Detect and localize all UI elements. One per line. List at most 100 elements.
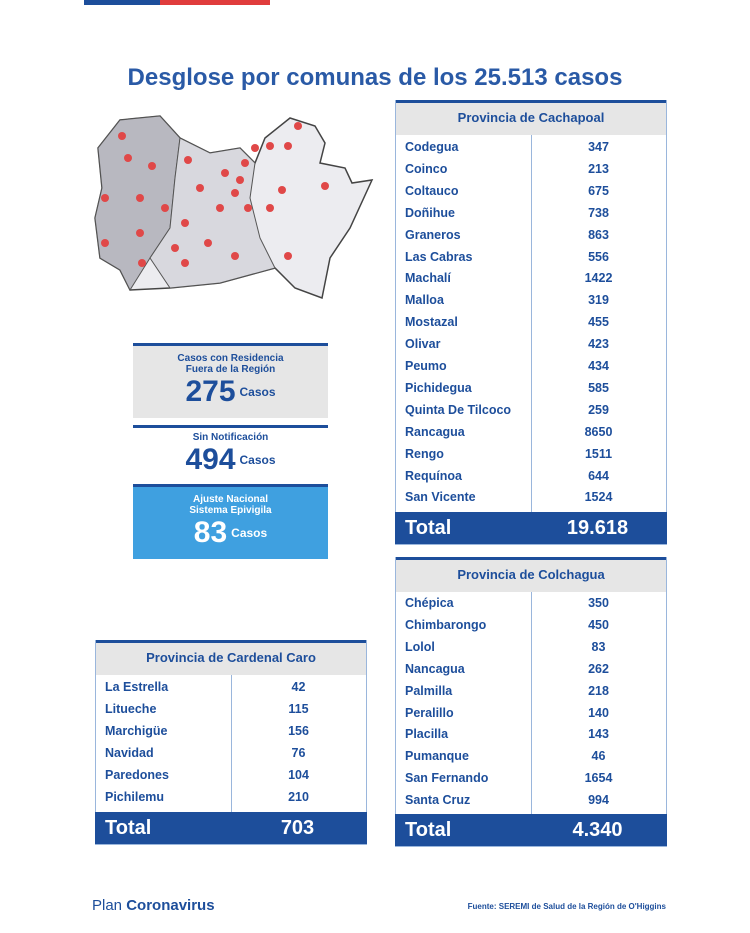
row-value: 104 — [288, 767, 309, 782]
row-value: 8650 — [584, 424, 613, 439]
row-name: Graneros — [405, 227, 461, 242]
box-unit: Casos — [239, 453, 276, 467]
column-divider — [231, 675, 232, 812]
box-national-adjustment: Ajuste Nacional Sistema Epivigila 83 Caso… — [133, 484, 328, 559]
row-value: 556 — [588, 249, 609, 264]
row-value: 644 — [588, 468, 609, 483]
row-value: 585 — [588, 380, 609, 395]
top-bar-red — [160, 0, 270, 5]
box-number: 275 — [185, 375, 236, 408]
row-value: 140 — [588, 705, 609, 720]
row-name: Olivar — [405, 337, 441, 352]
row-name: Paredones — [105, 767, 169, 782]
row-name: Marchigüe — [105, 723, 168, 738]
province-table: Provincia de Cardenal Caro La Estrella 42 L… — [95, 640, 367, 845]
row-name: Codegua — [405, 140, 459, 154]
row-name: Litueche — [105, 701, 157, 716]
table-header: Provincia de Colchagua — [396, 557, 666, 592]
row-value: 76 — [291, 745, 306, 760]
row-name: Chimbarongo — [405, 617, 487, 632]
total-value: 4.340 — [572, 819, 623, 841]
row-value: 738 — [588, 205, 609, 220]
row-value: 1654 — [584, 771, 613, 786]
box-outside-region: Casos con Residencia Fuera de la Región … — [133, 343, 328, 418]
row-name: Coinco — [405, 161, 448, 176]
row-name: Machalí — [405, 271, 451, 286]
row-value: 450 — [588, 617, 609, 632]
box-number: 494 — [185, 443, 236, 476]
row-name: Peumo — [405, 359, 447, 373]
row-value: 83 — [591, 639, 606, 654]
row-value: 218 — [588, 683, 609, 698]
row-value: 1422 — [584, 271, 613, 286]
row-name: Las Cabras — [405, 249, 473, 264]
row-name: La Estrella — [105, 680, 169, 694]
row-value: 262 — [588, 661, 609, 676]
row-name: Pichidegua — [405, 380, 472, 395]
row-name: San Vicente — [405, 490, 476, 505]
row-value: 994 — [588, 793, 609, 808]
plan: Plan — [92, 897, 123, 914]
brand: Coronavirus — [126, 897, 215, 914]
table-header: Provincia de Cardenal Caro — [96, 640, 366, 675]
row-name: Requínoa — [405, 468, 462, 483]
row-value: 156 — [288, 723, 309, 738]
footer-plan: Plan Coronavirus — [92, 897, 215, 914]
row-value: 143 — [588, 727, 609, 742]
row-name: Malloa — [405, 293, 444, 308]
row-value: 455 — [588, 315, 609, 330]
footer-source: Fuente: SEREMI de Salud de la Región de … — [467, 902, 666, 911]
map-pins — [101, 122, 329, 267]
box-label: Ajuste Nacional Sistema Epivigila — [189, 494, 272, 516]
row-name: Rancagua — [405, 424, 465, 439]
total-value: 703 — [280, 817, 315, 839]
province-table: Provincia de Colchagua Chépica 350 Chimbaro… — [395, 557, 667, 847]
table-header: Provincia de Cachapoal — [396, 100, 666, 135]
row-value: 675 — [588, 183, 609, 198]
box-no-notification: Sin Notificación 494 Casos — [133, 425, 328, 480]
row-name: Coltauco — [405, 183, 459, 198]
colchagua-area — [149, 137, 276, 289]
box-label: Casos con Residencia Fuera de la Región — [177, 353, 284, 375]
row-name: Doñihue — [405, 205, 455, 220]
row-value: 347 — [588, 140, 609, 154]
row-value: 46 — [591, 749, 606, 764]
row-value: 423 — [588, 337, 609, 352]
row-value: 350 — [588, 596, 609, 610]
row-name: Lolol — [405, 639, 435, 654]
row-value: 259 — [588, 402, 609, 417]
row-value: 213 — [588, 161, 609, 176]
title: Desglose por comunas de los 25.513 casos — [127, 64, 623, 91]
total-bar: Total 19.618 — [395, 512, 667, 544]
row-value: 434 — [588, 359, 609, 373]
row-name: Pumanque — [405, 749, 469, 764]
box-unit: Casos — [231, 526, 268, 540]
row-name: Placilla — [405, 727, 449, 742]
row-name: Navidad — [105, 745, 154, 760]
row-name: Quinta De Tilcoco — [405, 402, 512, 417]
column-divider — [531, 135, 532, 512]
row-name: Palmilla — [405, 683, 453, 698]
row-name: Nancagua — [405, 661, 465, 676]
row-name: Peralillo — [405, 705, 454, 720]
row-value: 1524 — [584, 490, 613, 505]
top-bar-blue — [84, 0, 160, 5]
row-name: Chépica — [405, 596, 454, 610]
box-unit: Casos — [239, 385, 276, 399]
column-divider — [531, 592, 532, 814]
row-value: 210 — [288, 789, 309, 804]
row-value: 42 — [291, 680, 306, 694]
box-label: Sin Notificación — [192, 432, 269, 443]
province-table: Provincia de Cachapoal Codegua 347 Coinco 21… — [395, 100, 667, 545]
row-name: Pichilemu — [105, 789, 165, 804]
row-name: Santa Cruz — [405, 793, 471, 808]
row-value: 863 — [588, 227, 609, 242]
total-value: 19.618 — [566, 517, 629, 539]
row-name: San Fernando — [405, 771, 489, 786]
box-number: 83 — [193, 516, 228, 549]
row-value: 1511 — [584, 446, 613, 461]
total-bar: Total 703 — [95, 812, 367, 844]
total-label: Total — [105, 817, 152, 839]
total-bar: Total 4.340 — [395, 814, 667, 846]
